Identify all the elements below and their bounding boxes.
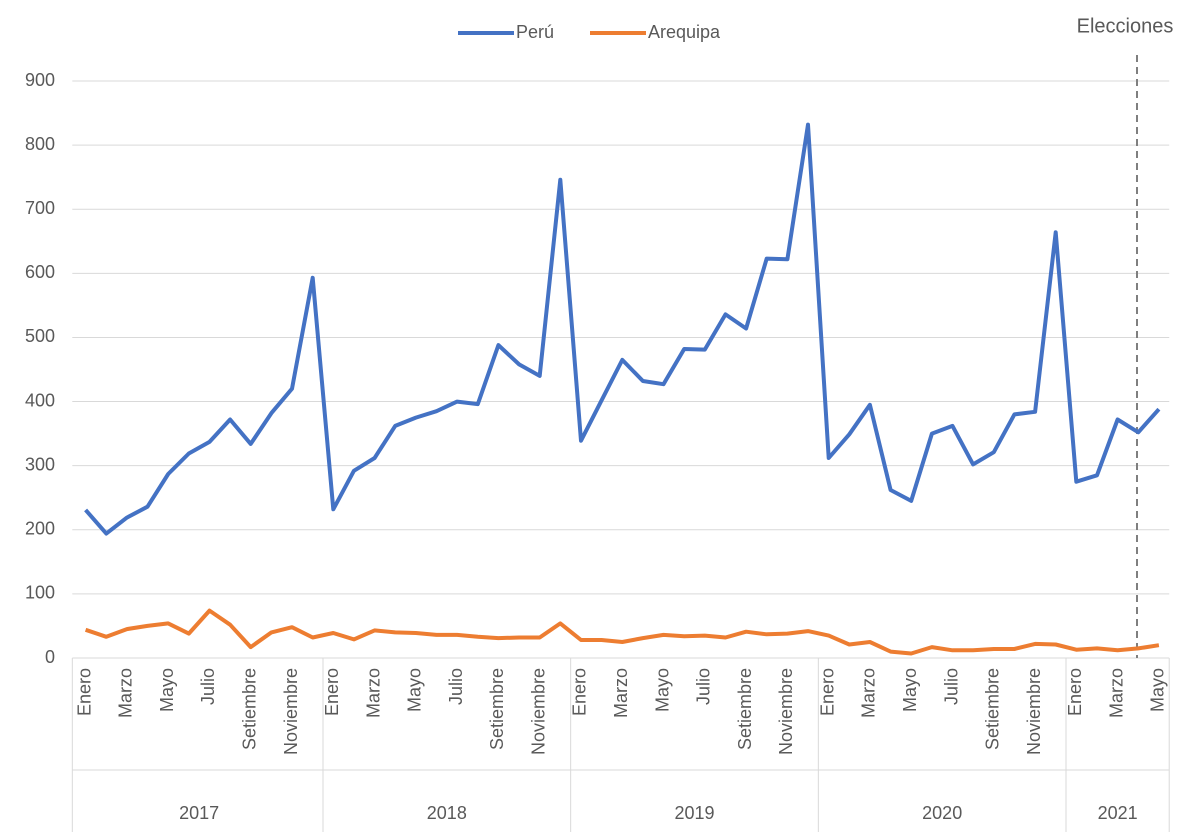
year-label: 2017 [179,803,219,823]
x-tick-label: Mayo [157,668,177,712]
x-tick-label: Mayo [900,668,920,712]
y-tick-label: 700 [25,198,55,218]
legend-label: Arequipa [648,22,721,42]
y-tick-label: 0 [45,647,55,667]
x-tick-label: Setiembre [735,668,755,750]
x-tick-label: Setiembre [239,668,259,750]
annotation: Elecciones [1077,15,1174,37]
line-series [84,122,1161,536]
x-tick-label: Noviembre [776,668,796,755]
legend-label: Perú [516,22,554,42]
x-tick-label: Julio [941,668,961,705]
x-tick-label: Noviembre [1024,668,1044,755]
x-tick-label: Julio [446,668,466,705]
x-tick-label: Enero [570,668,590,716]
year-label: 2021 [1098,803,1138,823]
x-tick-label: Mayo [1148,668,1168,712]
x-tick-label: Noviembre [281,668,301,755]
y-tick-label: 300 [25,454,55,474]
line-series [84,608,1160,656]
y-tick-label: 200 [25,519,55,539]
year-label: 2019 [674,803,714,823]
year-label: 2018 [427,803,467,823]
x-tick-label: Julio [694,668,714,705]
x-tick-label: Enero [1065,668,1085,716]
y-tick-label: 600 [25,262,55,282]
x-tick-label: Marzo [611,668,631,718]
x-tick-label: Enero [817,668,837,716]
x-tick-label: Marzo [1106,668,1126,718]
x-tick-label: Mayo [652,668,672,712]
y-tick-label: 100 [25,583,55,603]
y-tick-label: 500 [25,326,55,346]
y-tick-label: 400 [25,390,55,410]
year-label: 2020 [922,803,962,823]
x-tick-label: Noviembre [528,668,548,755]
x-tick-label: Enero [74,668,94,716]
x-tick-label: Julio [198,668,218,705]
x-tick-label: Mayo [405,668,425,712]
y-tick-label: 800 [25,134,55,154]
y-tick-label: 900 [25,70,55,90]
x-tick-label: Marzo [116,668,136,718]
x-tick-label: Marzo [859,668,879,718]
x-tick-label: Setiembre [487,668,507,750]
x-tick-label: Marzo [363,668,383,718]
x-tick-label: Enero [322,668,342,716]
x-tick-label: Setiembre [983,668,1003,750]
